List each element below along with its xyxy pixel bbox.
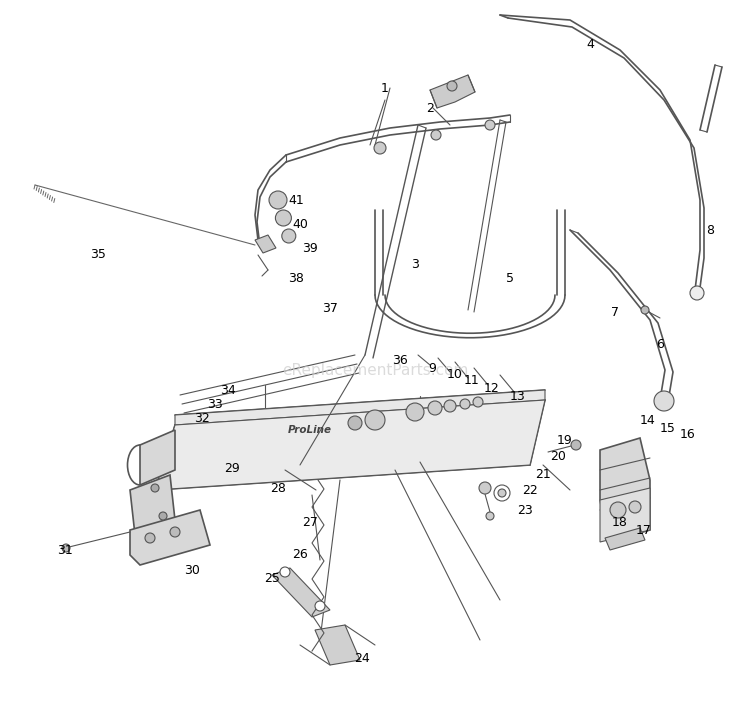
Text: 6: 6 [656,339,664,351]
Polygon shape [255,235,276,253]
Circle shape [348,416,362,430]
Text: 30: 30 [184,564,200,577]
Circle shape [641,306,649,314]
Circle shape [315,601,325,611]
Circle shape [629,501,641,513]
Text: 40: 40 [292,219,308,231]
Polygon shape [430,75,475,108]
Circle shape [151,484,159,492]
Text: 38: 38 [288,271,304,285]
Circle shape [447,81,457,91]
Text: 24: 24 [354,652,370,665]
Circle shape [269,191,287,209]
Polygon shape [600,438,650,542]
Circle shape [280,567,290,577]
Text: 34: 34 [220,383,236,396]
Text: 7: 7 [611,305,619,319]
Text: 1: 1 [381,82,389,94]
Text: 31: 31 [57,543,73,557]
Polygon shape [605,528,645,550]
Text: 35: 35 [90,248,106,261]
Text: 21: 21 [536,469,550,481]
Polygon shape [175,390,545,425]
Circle shape [654,391,674,411]
Circle shape [62,544,70,552]
Text: 5: 5 [506,271,514,285]
Text: eReplacementParts.com: eReplacementParts.com [282,363,468,378]
Polygon shape [140,430,175,485]
Circle shape [473,397,483,407]
Circle shape [431,130,441,140]
Circle shape [498,489,506,497]
Text: 32: 32 [194,412,210,425]
Text: 29: 29 [224,462,240,474]
Text: 15: 15 [660,422,676,435]
Text: 22: 22 [522,484,538,496]
Text: 18: 18 [612,515,628,528]
Circle shape [494,485,510,501]
Circle shape [275,210,292,226]
Circle shape [282,229,296,243]
Circle shape [444,400,456,412]
Text: 9: 9 [428,361,436,374]
Text: 2: 2 [426,102,434,114]
Circle shape [145,533,155,543]
Circle shape [406,403,424,421]
Text: 26: 26 [292,549,308,562]
Text: 3: 3 [411,258,419,271]
Text: 28: 28 [270,481,286,494]
Circle shape [571,440,581,450]
Text: 17: 17 [636,523,652,537]
Polygon shape [130,510,210,565]
Text: 14: 14 [640,413,656,427]
Circle shape [479,482,491,494]
Polygon shape [272,568,330,617]
Text: 33: 33 [207,398,223,410]
Text: 27: 27 [302,515,318,528]
Text: 23: 23 [518,503,532,516]
Circle shape [374,142,386,154]
Text: 10: 10 [447,368,463,381]
Circle shape [690,286,704,300]
Text: ProLine: ProLine [288,425,332,435]
Circle shape [428,401,442,415]
Circle shape [170,527,180,537]
Text: 20: 20 [550,449,566,462]
Text: 8: 8 [706,224,714,236]
Circle shape [486,512,494,520]
Circle shape [610,502,626,518]
Text: 11: 11 [464,373,480,386]
Text: 16: 16 [680,429,696,442]
Circle shape [485,120,495,130]
Text: 19: 19 [557,434,573,447]
Circle shape [159,512,167,520]
Text: 25: 25 [264,572,280,584]
Text: 36: 36 [392,354,408,366]
Text: 41: 41 [288,194,304,207]
Circle shape [460,399,470,409]
Text: 39: 39 [302,241,318,254]
Text: 12: 12 [484,381,500,395]
Circle shape [365,410,385,430]
Text: 37: 37 [322,302,338,315]
Text: 13: 13 [510,390,526,403]
Polygon shape [315,625,360,665]
Polygon shape [155,400,545,490]
Text: 4: 4 [586,38,594,52]
Polygon shape [600,488,650,542]
Polygon shape [130,475,175,535]
